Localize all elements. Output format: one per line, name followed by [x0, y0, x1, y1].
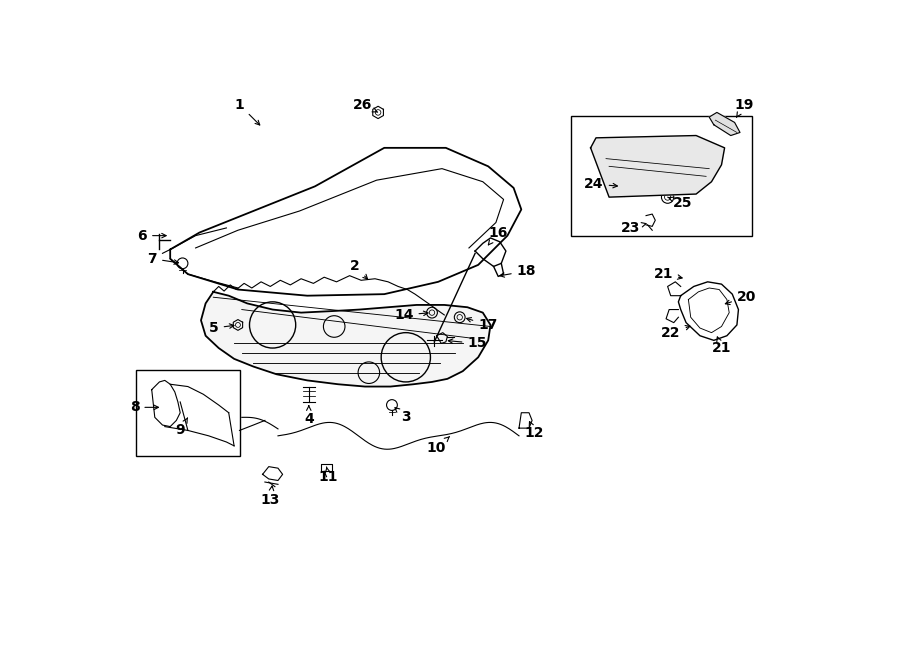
- Text: 3: 3: [395, 408, 410, 424]
- Polygon shape: [709, 112, 740, 136]
- Text: 26: 26: [353, 98, 378, 112]
- Text: 7: 7: [148, 252, 178, 266]
- Text: 16: 16: [489, 225, 508, 245]
- Text: 23: 23: [620, 221, 646, 235]
- Text: 12: 12: [525, 422, 544, 440]
- Text: 13: 13: [261, 486, 280, 507]
- Bar: [571, 116, 752, 235]
- Text: 10: 10: [427, 436, 450, 455]
- Text: 15: 15: [448, 336, 487, 350]
- Text: 17: 17: [466, 317, 498, 332]
- Polygon shape: [201, 292, 491, 387]
- Text: 5: 5: [209, 321, 234, 335]
- Text: 1: 1: [235, 98, 260, 125]
- Text: 21: 21: [712, 337, 732, 355]
- Text: 14: 14: [394, 308, 428, 322]
- Text: 21: 21: [653, 267, 682, 281]
- Text: 11: 11: [319, 467, 338, 484]
- Text: 25: 25: [668, 196, 692, 210]
- Text: 24: 24: [584, 177, 617, 191]
- Bar: [136, 369, 240, 456]
- Text: 8: 8: [130, 401, 158, 414]
- Polygon shape: [590, 136, 724, 197]
- Text: 18: 18: [500, 264, 536, 278]
- Text: 22: 22: [662, 326, 690, 340]
- Text: 6: 6: [138, 229, 166, 243]
- Text: 20: 20: [725, 290, 756, 305]
- Text: 19: 19: [735, 98, 754, 117]
- Text: 4: 4: [304, 406, 314, 426]
- Text: 9: 9: [176, 418, 187, 438]
- Text: 2: 2: [350, 259, 367, 279]
